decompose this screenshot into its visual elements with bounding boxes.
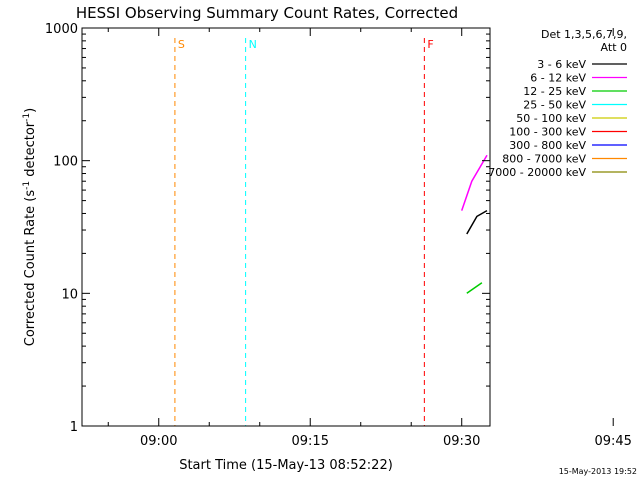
legend-label: 7000 - 20000 keV <box>488 166 586 179</box>
flag-label-f: F <box>427 38 433 51</box>
legend-header-line1: Det 1,3,5,6,7,9, <box>541 28 627 41</box>
y-tick-label: 1000 <box>45 22 78 37</box>
date-stamp: 15-May-2013 19:52 <box>559 467 637 476</box>
series-line <box>466 209 488 235</box>
series-layer <box>460 154 488 294</box>
legend-label: 12 - 25 keV <box>523 85 586 98</box>
x-tick-label: 09:15 <box>292 434 329 449</box>
x-tick-label: 09:30 <box>443 434 480 449</box>
x-axis-label: Start Time (15-May-13 08:52:22) <box>179 458 393 473</box>
legend-label: 800 - 7000 keV <box>502 153 586 166</box>
y-axis-label-sup1: -1 <box>22 181 32 190</box>
x-tick-label: 09:45 <box>594 434 631 449</box>
legend-label: 3 - 6 keV <box>537 58 586 71</box>
y-tick-label: 10 <box>61 287 78 302</box>
legend-label: 25 - 50 keV <box>523 99 586 112</box>
legend-label: 50 - 100 keV <box>516 112 586 125</box>
y-axis-label-end: ) <box>23 108 38 113</box>
series-line <box>460 154 488 211</box>
y-axis-label-mid: detector <box>23 121 38 181</box>
y-axis-label-sup2: -1 <box>22 113 32 122</box>
flag-label-s: S <box>178 38 185 51</box>
legend-label: 6 - 12 keV <box>530 72 586 85</box>
chart-title: HESSI Observing Summary Count Rates, Cor… <box>76 4 458 22</box>
plot-frame <box>81 27 491 427</box>
series-line <box>466 282 483 294</box>
legend-header-line2: Att 0 <box>601 41 627 54</box>
x-tick-label: 09:00 <box>140 434 177 449</box>
legend-label: 100 - 300 keV <box>509 126 586 139</box>
y-axis-label: Corrected Count Rate (s-1 detector-1) <box>22 108 38 346</box>
legend-label: 300 - 800 keV <box>509 139 586 152</box>
y-axis-label-main: Corrected Count Rate (s <box>23 190 38 347</box>
y-tick-label: 100 <box>53 155 78 170</box>
y-tick-label: 1 <box>70 420 78 435</box>
y-axis: 1 10 100 1000 <box>45 22 490 435</box>
flag-label-n: N <box>249 38 257 51</box>
